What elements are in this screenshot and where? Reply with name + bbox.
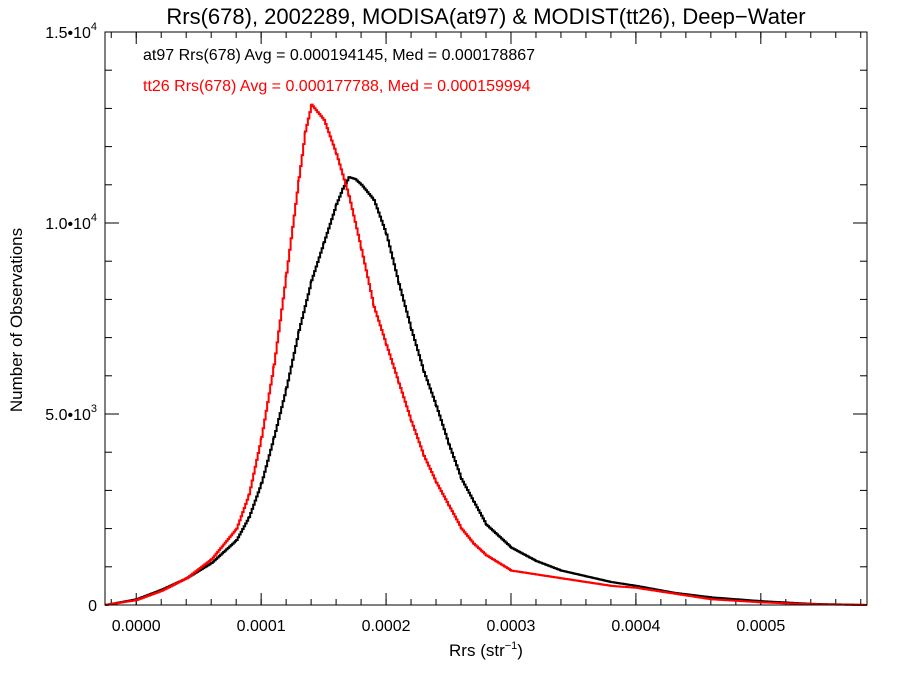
x-tick-label: 0.0000: [112, 618, 161, 635]
at97-series-line: [105, 176, 868, 606]
tt26-series-line: [105, 103, 868, 606]
at97-stats-annotation: at97 Rrs(678) Avg = 0.000194145, Med = 0…: [143, 47, 535, 64]
y-tick-label-mantissa: 5.0•10: [45, 407, 91, 424]
x-tick-label: 0.0005: [736, 618, 785, 635]
y-tick-label: 5.0•103: [45, 403, 97, 424]
x-tick-label: 0.0002: [362, 618, 411, 635]
x-axis-ticks: 0.0000 0.0001 0.0002 0.0003 0.0004 0.0005: [110, 32, 862, 635]
tt26-stats-annotation: tt26 Rrs(678) Avg = 0.000177788, Med = 0…: [143, 78, 531, 95]
x-tick-label: 0.0004: [611, 618, 660, 635]
y-tick-label-exponent: 4: [91, 21, 97, 33]
x-axis-label: Rrs (str−1): [449, 640, 523, 660]
y-tick-label-mantissa: 1.0•10: [45, 216, 91, 233]
plot-frame: [104, 31, 868, 606]
y-tick-label-mantissa: 1.5•10: [45, 25, 91, 42]
x-tick-label: 0.0003: [487, 618, 536, 635]
y-tick-label: 1.0•104: [45, 212, 97, 233]
y-tick-label-mantissa: 0: [88, 598, 97, 615]
y-tick-label-exponent: 4: [91, 212, 97, 224]
x-axis-label-close: ): [517, 641, 523, 660]
series-layer: [105, 103, 868, 606]
y-tick-label: 0: [88, 598, 97, 615]
y-axis-label: Number of Observations: [7, 228, 26, 412]
x-axis-label-exponent: −1: [505, 640, 518, 652]
x-tick-label: 0.0001: [237, 618, 286, 635]
y-tick-label: 1.5•104: [45, 21, 97, 42]
y-tick-label-exponent: 3: [91, 403, 97, 415]
chart-title: Rrs(678), 2002289, MODISA(at97) & MODIST…: [166, 4, 805, 29]
x-axis-label-base: Rrs (str: [449, 641, 505, 660]
